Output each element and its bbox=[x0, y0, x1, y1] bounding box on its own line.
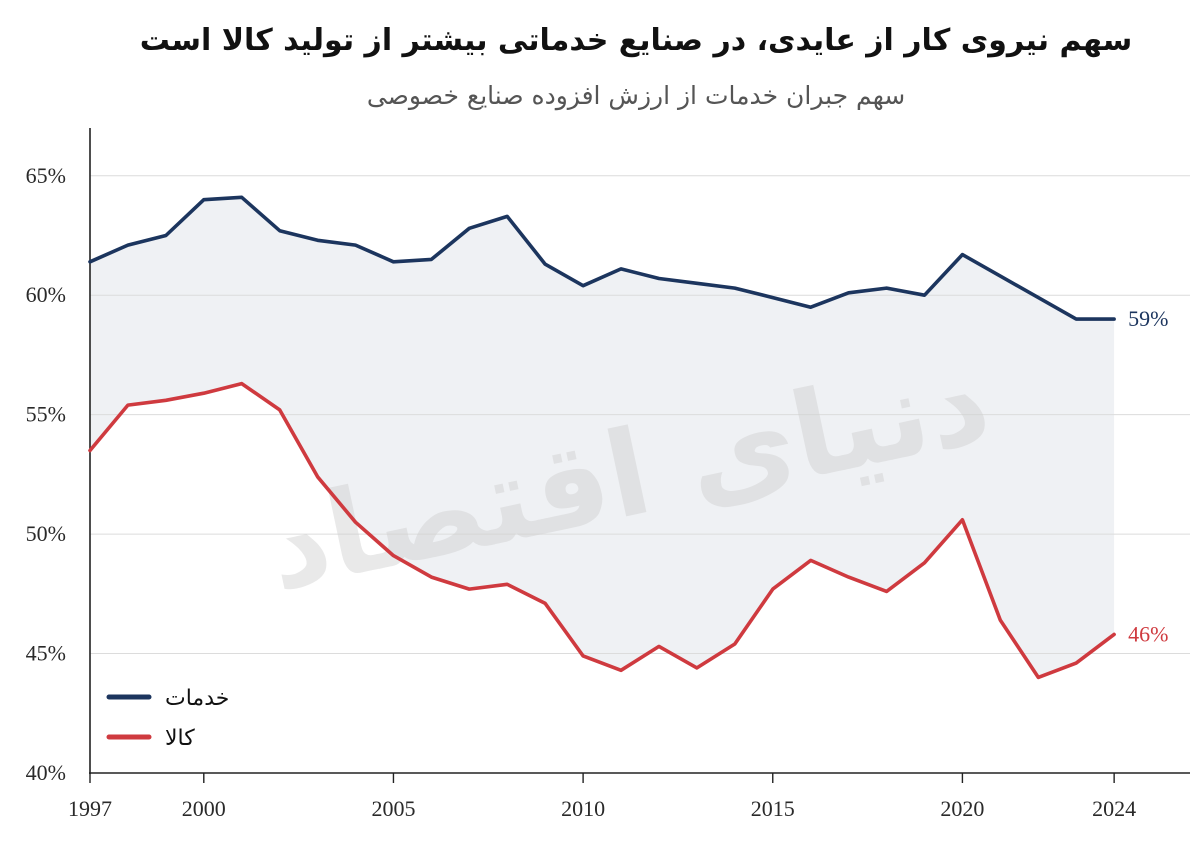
y-tick-label: 55% bbox=[26, 402, 66, 427]
shaded-band-between-series bbox=[90, 197, 1115, 678]
y-tick-label: 50% bbox=[26, 521, 66, 546]
legend-item-services: خدمات bbox=[106, 686, 229, 711]
series-line-goods bbox=[88, 381, 1116, 680]
end-label-services: 59% bbox=[1128, 306, 1168, 331]
x-tick-label: 1997 bbox=[68, 796, 112, 821]
tick-and-end-labels: 40% 45% 50% 55% 60% 65% 1997 2000 2005 2010 2015 20… bbox=[26, 163, 1169, 821]
x-tick-label: 2020 bbox=[940, 796, 984, 821]
y-tick-label: 60% bbox=[26, 282, 66, 307]
x-tick-label: 2024 bbox=[1092, 796, 1136, 821]
gridlines bbox=[90, 175, 1190, 655]
series-lines bbox=[88, 195, 1116, 680]
y-tick-label: 45% bbox=[26, 641, 66, 666]
legend-label-services: خدمات bbox=[165, 686, 229, 711]
legend-label-goods: کالا bbox=[165, 726, 195, 751]
x-tick-label: 2015 bbox=[751, 796, 795, 821]
shaded-gap-area bbox=[90, 197, 1115, 678]
y-tick-label: 65% bbox=[26, 163, 66, 188]
legend: خدمات کالا bbox=[106, 686, 229, 751]
end-label-goods: 46% bbox=[1128, 621, 1168, 646]
chart-subtitle: سهم جبران خدمات از ارزش افزوده صنایع خصو… bbox=[367, 81, 905, 111]
x-tick-label: 2000 bbox=[182, 796, 226, 821]
x-tick-label: 2010 bbox=[561, 796, 605, 821]
y-tick-label: 40% bbox=[26, 760, 66, 785]
x-tick-label: 2005 bbox=[371, 796, 415, 821]
legend-item-goods: کالا bbox=[106, 726, 195, 751]
series-line-services bbox=[88, 195, 1116, 321]
chart-title: سهم نیروی کار از عایدی، در صنایع خدماتی … bbox=[140, 23, 1133, 58]
